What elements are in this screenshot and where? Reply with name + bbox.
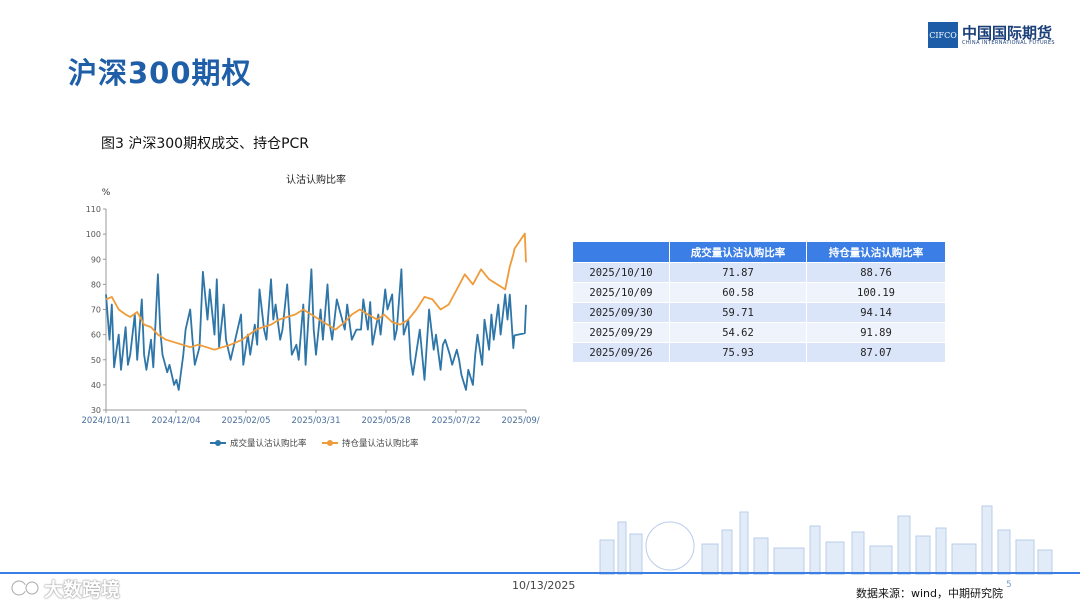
footer-source: 数据来源：wind，中期研究院 bbox=[856, 587, 1004, 600]
y-axis-unit-label: % bbox=[102, 188, 111, 198]
watermark-logo-icon bbox=[10, 579, 40, 597]
series-line-1 bbox=[105, 268, 527, 391]
table-cell-volume-pcr: 54.62 bbox=[669, 322, 807, 343]
x-tick-label: 2025/03/31 bbox=[292, 416, 341, 426]
table-row: 2025/09/30 59.71 94.14 bbox=[573, 302, 946, 323]
table-header-date bbox=[573, 242, 670, 263]
table-header-row: 成交量认沽认购比率 持仓量认沽认购比率 bbox=[573, 242, 946, 263]
y-tick-label: 110 bbox=[86, 205, 101, 214]
table-cell-volume-pcr: 75.93 bbox=[669, 342, 807, 362]
y-tick-label: 70 bbox=[91, 306, 101, 315]
table-header-oi-pcr: 持仓量认沽认购比率 bbox=[806, 242, 946, 263]
y-tick-label: 100 bbox=[86, 230, 101, 239]
legend-swatch-marker bbox=[215, 440, 221, 446]
table-row: 2025/10/10 71.87 88.76 bbox=[573, 262, 946, 283]
legend-label: 成交量认沽认购比率 bbox=[230, 438, 307, 449]
city-skyline-illustration bbox=[599, 505, 1053, 575]
watermark: 大数跨境 bbox=[10, 574, 120, 602]
footer-date: 10/13/2025 bbox=[512, 579, 576, 592]
table-cell-oi-pcr: 100.19 bbox=[806, 282, 946, 303]
pcr-line-chart: 认沽认购比率% 30 40 50 60 70 80 90 100 110 2024/10/11 202… bbox=[82, 173, 541, 449]
table-cell-volume-pcr: 59.71 bbox=[669, 302, 807, 323]
page-number: 5 bbox=[1006, 580, 1012, 590]
table-cell-oi-pcr: 88.76 bbox=[806, 262, 946, 283]
x-tick-label: 2025/07/22 bbox=[432, 416, 481, 426]
legend-swatch-marker bbox=[327, 440, 333, 446]
y-tick-label: 90 bbox=[91, 255, 101, 264]
x-tick-label: 2024/10/11 bbox=[82, 416, 131, 426]
table-row: 2025/10/09 60.58 100.19 bbox=[573, 282, 946, 303]
table-row: 2025/09/26 75.93 87.07 bbox=[573, 342, 946, 362]
y-tick-label: 40 bbox=[91, 381, 101, 390]
table-cell-volume-pcr: 60.58 bbox=[669, 282, 807, 303]
chart-title: 认沽认购比率 bbox=[286, 173, 346, 186]
table-cell-oi-pcr: 94.14 bbox=[806, 302, 946, 323]
y-tick-label: 50 bbox=[91, 356, 101, 365]
x-tick-label: 2025/05/28 bbox=[362, 416, 411, 426]
figure-caption: 图3 沪深300期权成交、持仓PCR bbox=[101, 136, 310, 152]
table-cell-oi-pcr: 91.89 bbox=[806, 322, 946, 343]
table-cell-oi-pcr: 87.07 bbox=[806, 342, 946, 362]
x-tick-label: 2025/02/05 bbox=[222, 416, 271, 426]
cifco-logo: CIFCO 中国国际期货 CHINA INTERNATIONAL FUTURES bbox=[928, 20, 1058, 50]
y-tick-label: 30 bbox=[91, 406, 101, 415]
page-title: 沪深300期权 bbox=[68, 56, 252, 90]
pcr-table: 成交量认沽认购比率 持仓量认沽认购比率 2025/10/10 71.87 88.… bbox=[573, 242, 946, 362]
logo-mark: CIFCO bbox=[928, 22, 958, 48]
table-cell-date: 2025/10/10 bbox=[573, 262, 670, 283]
table-row: 2025/09/29 54.62 91.89 bbox=[573, 322, 946, 343]
series-line-2 bbox=[105, 232, 527, 351]
table-cell-date: 2025/10/09 bbox=[573, 282, 670, 303]
table-cell-volume-pcr: 71.87 bbox=[669, 262, 807, 283]
table-cell-date: 2025/09/29 bbox=[573, 322, 670, 343]
watermark-text: 大数跨境 bbox=[44, 578, 121, 601]
logo-name-en: CHINA INTERNATIONAL FUTURES bbox=[962, 40, 1056, 46]
table-header-volume-pcr: 成交量认沽认购比率 bbox=[669, 242, 807, 263]
y-tick-label: 80 bbox=[91, 280, 101, 289]
legend-label: 持仓量认沽认购比率 bbox=[342, 438, 419, 449]
y-tick-label: 60 bbox=[91, 331, 101, 340]
table-cell-date: 2025/09/26 bbox=[573, 342, 670, 362]
footer-divider bbox=[0, 572, 1080, 574]
x-tick-label: 2024/12/04 bbox=[152, 416, 201, 426]
table-cell-date: 2025/09/30 bbox=[573, 302, 670, 323]
logo-name-cn: 中国国际期货 bbox=[962, 24, 1053, 42]
x-tick-label: 2025/09/12 bbox=[502, 416, 541, 426]
